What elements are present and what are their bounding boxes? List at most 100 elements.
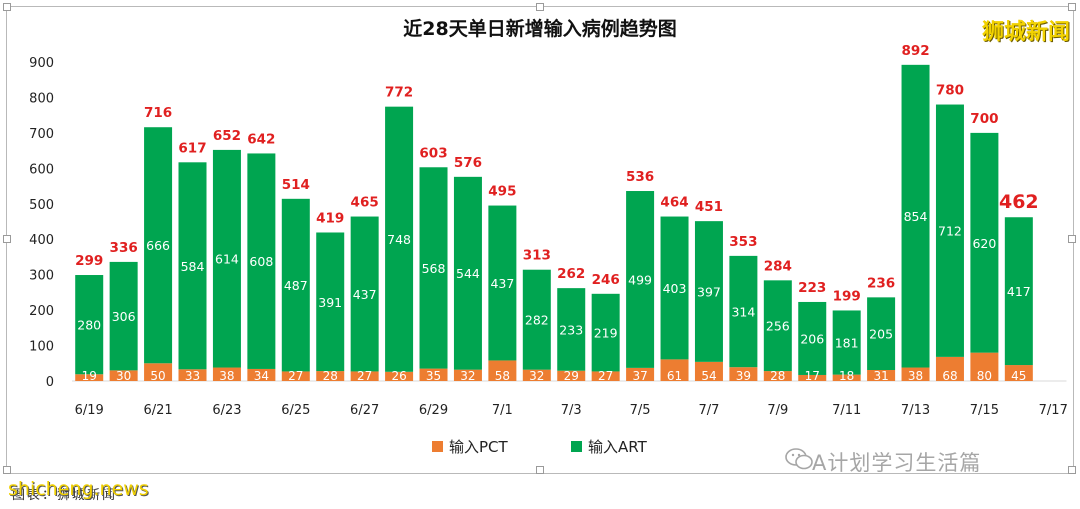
bar-pct — [453, 369, 482, 381]
y-tick-label: 300 — [29, 269, 54, 284]
data-label-art: 568 — [422, 261, 446, 276]
bar-pct — [316, 371, 345, 381]
data-label-pct: 80 — [977, 369, 992, 383]
bar-art — [832, 310, 861, 375]
legend-swatch — [432, 441, 443, 452]
data-label-art: 544 — [456, 266, 480, 281]
bar-pct — [694, 361, 723, 381]
bar-pct — [832, 374, 861, 381]
data-label-art: 666 — [146, 238, 170, 253]
bar-art — [281, 198, 310, 372]
bar-art — [694, 221, 723, 362]
x-tick-label: 7/1 — [492, 403, 513, 418]
resize-handle-bottom-right[interactable] — [1068, 466, 1076, 474]
data-label-pct: 38 — [908, 369, 923, 383]
y-tick-label: 600 — [29, 162, 54, 177]
bar-art — [729, 255, 758, 368]
bar-art — [798, 301, 827, 375]
data-label-total: 336 — [110, 240, 138, 256]
data-label-art: 280 — [77, 318, 101, 333]
data-label-pct: 35 — [426, 369, 441, 383]
data-label-total: 284 — [764, 258, 792, 274]
footer-site: shicheng.news — [8, 478, 149, 500]
bar-art — [763, 280, 792, 372]
x-tick-label: 7/5 — [630, 403, 651, 418]
data-label-total: 246 — [592, 272, 620, 288]
data-label-art: 584 — [181, 259, 205, 274]
y-tick-label: 400 — [29, 233, 54, 248]
data-label-pct: 30 — [116, 369, 131, 383]
bar-art — [867, 297, 896, 371]
resize-handle-bottom-left[interactable] — [3, 466, 11, 474]
data-label-art: 487 — [284, 278, 308, 293]
data-label-art: 391 — [318, 295, 342, 310]
bar-art — [488, 205, 517, 361]
data-label-art: 306 — [112, 309, 136, 324]
watermark-text: A计划学习生活篇 — [812, 451, 982, 475]
wechat-icon — [785, 448, 813, 470]
data-label-art: 499 — [628, 272, 652, 287]
resize-handle-top-left[interactable] — [3, 3, 11, 11]
bar-art — [1004, 217, 1033, 366]
resize-handle-top[interactable] — [536, 3, 544, 11]
x-tick-label: 6/29 — [419, 403, 448, 418]
data-label-pct: 17 — [805, 369, 820, 383]
data-label-pct: 32 — [460, 369, 475, 383]
resize-handle-left[interactable] — [3, 235, 11, 243]
data-label-pct: 61 — [667, 369, 682, 383]
data-label-art: 437 — [490, 276, 514, 291]
bar-art — [75, 275, 104, 375]
x-tick-label: 7/17 — [1039, 403, 1068, 418]
data-label-total: 451 — [695, 199, 723, 215]
data-label-pct: 27 — [598, 369, 613, 383]
data-label-art: 256 — [766, 319, 790, 334]
data-label-pct: 39 — [736, 369, 751, 383]
data-label-art: 712 — [938, 224, 962, 239]
x-tick-label: 6/19 — [75, 403, 104, 418]
data-label-art: 854 — [904, 209, 928, 224]
x-tick-label: 6/21 — [143, 403, 172, 418]
bar-pct — [212, 367, 241, 381]
bar-pct — [350, 371, 379, 381]
data-label-art: 608 — [249, 254, 273, 269]
y-tick-label: 100 — [29, 340, 54, 355]
resize-handle-bottom[interactable] — [536, 466, 544, 474]
bar-pct — [763, 371, 792, 381]
bar-pct — [419, 368, 448, 381]
x-tick-label: 7/3 — [561, 403, 582, 418]
bar-pct — [660, 359, 689, 381]
data-label-pct: 19 — [82, 369, 97, 383]
data-label-art: 205 — [869, 327, 893, 342]
bar-pct — [591, 371, 620, 381]
data-label-art: 417 — [1007, 284, 1031, 299]
data-label-pct: 26 — [391, 369, 406, 383]
bar-pct — [901, 367, 930, 381]
data-label-total: 464 — [660, 195, 688, 211]
bar-art — [557, 288, 586, 371]
data-label-pct: 50 — [150, 369, 165, 383]
resize-handle-top-right[interactable] — [1068, 3, 1076, 11]
resize-handle-right[interactable] — [1068, 235, 1076, 243]
data-label-art: 314 — [731, 305, 755, 320]
data-label-total: 780 — [936, 83, 964, 99]
bar-pct — [935, 356, 964, 381]
data-label-art: 219 — [594, 326, 618, 341]
bar-art — [350, 216, 379, 372]
x-tick-label: 7/15 — [970, 403, 999, 418]
bar-pct — [522, 369, 551, 381]
data-label-pct: 18 — [839, 369, 854, 383]
data-label-total: 576 — [454, 155, 482, 171]
bar-pct — [488, 360, 517, 381]
data-label-pct: 27 — [288, 369, 303, 383]
x-axis: 6/19 6/21 6/23 6/25 6/27 6/29 7/1 7/3 7/5 7/7 7/9 7… — [75, 403, 1068, 418]
data-label-art: 206 — [800, 331, 824, 346]
bar-art — [970, 132, 999, 353]
data-label-total: 892 — [901, 43, 929, 59]
data-label-total: 299 — [75, 253, 103, 269]
data-label-art: 397 — [697, 285, 721, 300]
data-label-pct: 68 — [942, 369, 957, 383]
bar-pct — [75, 374, 104, 381]
bar-pct — [867, 370, 896, 381]
data-labels: 1928029930306336506667163358461738614652… — [75, 43, 1039, 383]
